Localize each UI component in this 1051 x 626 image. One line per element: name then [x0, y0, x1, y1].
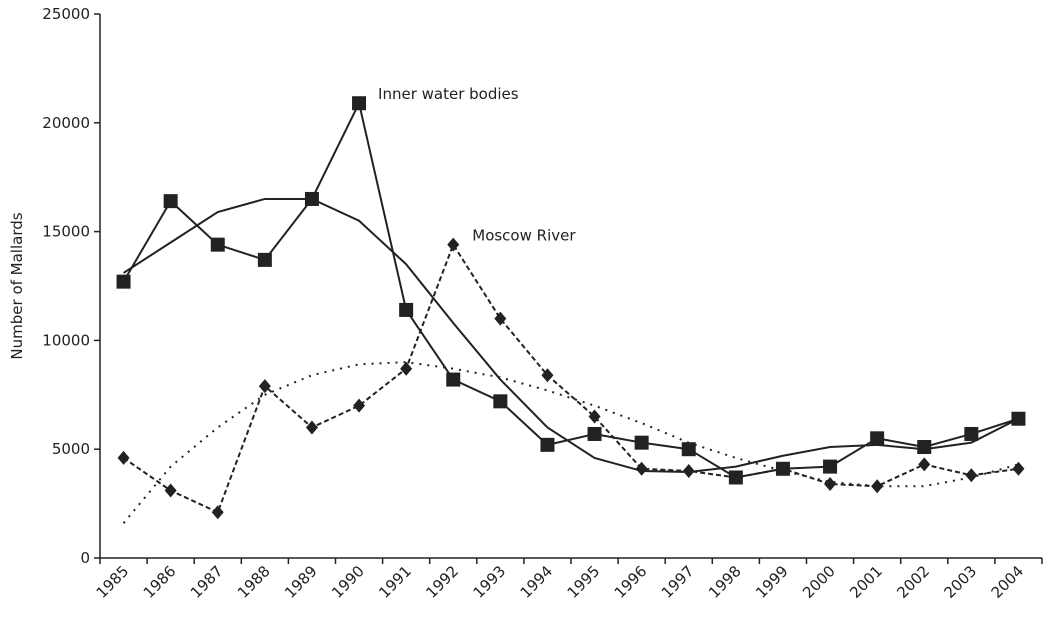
marker: [729, 470, 742, 485]
marker: [257, 252, 272, 267]
trend-line: [123, 197, 1019, 474]
x-tick-label: 1986: [140, 562, 180, 602]
y-axis-label: Number of Mallards: [8, 212, 26, 359]
y-tick-label: 25000: [42, 5, 90, 23]
marker: [871, 479, 884, 494]
marker: [1011, 411, 1026, 426]
x-tick-label: 1989: [281, 562, 321, 602]
y-tick-label: 20000: [42, 114, 90, 132]
y-tick-label: 0: [80, 549, 90, 567]
marker: [400, 361, 413, 376]
x-tick-label: 1991: [375, 562, 415, 602]
trend-line: [122, 361, 1019, 524]
y-tick-label: 5000: [52, 440, 90, 458]
x-tick-label: 1993: [469, 562, 509, 602]
series-label: Inner water bodies: [378, 85, 519, 103]
x-tick-label: 2000: [799, 562, 839, 602]
y-tick-label: 15000: [42, 223, 90, 241]
marker: [399, 302, 414, 317]
x-tick-label: 1994: [517, 562, 557, 602]
marker: [494, 311, 507, 326]
x-tick-label: 1988: [234, 562, 274, 602]
x-tick-label: 1987: [187, 562, 227, 602]
marker: [918, 457, 931, 472]
x-tick-label: 1995: [564, 562, 604, 602]
marker: [352, 96, 367, 111]
y-tick-label: 10000: [42, 331, 90, 349]
marker: [446, 372, 461, 387]
marker: [681, 442, 696, 457]
x-tick-label: 2004: [988, 562, 1028, 602]
x-tick-label: 2002: [893, 562, 933, 602]
marker: [635, 461, 648, 476]
marker: [917, 440, 932, 455]
series-line: [122, 242, 1019, 514]
series-line: [122, 100, 1019, 479]
marker: [776, 461, 789, 476]
marker: [211, 505, 224, 520]
series-label: Moscow River: [472, 227, 576, 245]
marker: [634, 435, 649, 450]
marker: [164, 483, 177, 498]
marker: [964, 426, 979, 441]
marker: [823, 459, 838, 474]
marker: [587, 426, 602, 441]
marker: [304, 191, 319, 206]
marker: [447, 237, 460, 252]
x-tick-label: 1997: [658, 562, 698, 602]
marker: [682, 463, 695, 478]
marker: [824, 477, 837, 492]
x-tick-label: 2003: [940, 562, 980, 602]
marker: [493, 394, 508, 409]
x-tick-label: 2001: [846, 562, 886, 602]
x-tick-label: 1992: [422, 562, 462, 602]
marker: [541, 368, 554, 383]
x-tick-label: 1996: [611, 562, 651, 602]
x-tick-label: 1985: [93, 562, 133, 602]
marker: [210, 237, 225, 252]
marker: [870, 431, 885, 446]
marker: [1012, 461, 1025, 476]
marker: [258, 379, 271, 394]
x-tick-label: 1990: [328, 562, 368, 602]
marker: [117, 450, 130, 465]
marker: [163, 194, 178, 209]
marker: [116, 274, 131, 289]
marker: [965, 468, 978, 483]
marker: [540, 437, 555, 452]
x-tick-label: 1998: [705, 562, 745, 602]
marker: [588, 409, 601, 424]
x-tick-label: 1999: [752, 562, 792, 602]
marker: [305, 420, 318, 435]
marker: [353, 398, 366, 413]
